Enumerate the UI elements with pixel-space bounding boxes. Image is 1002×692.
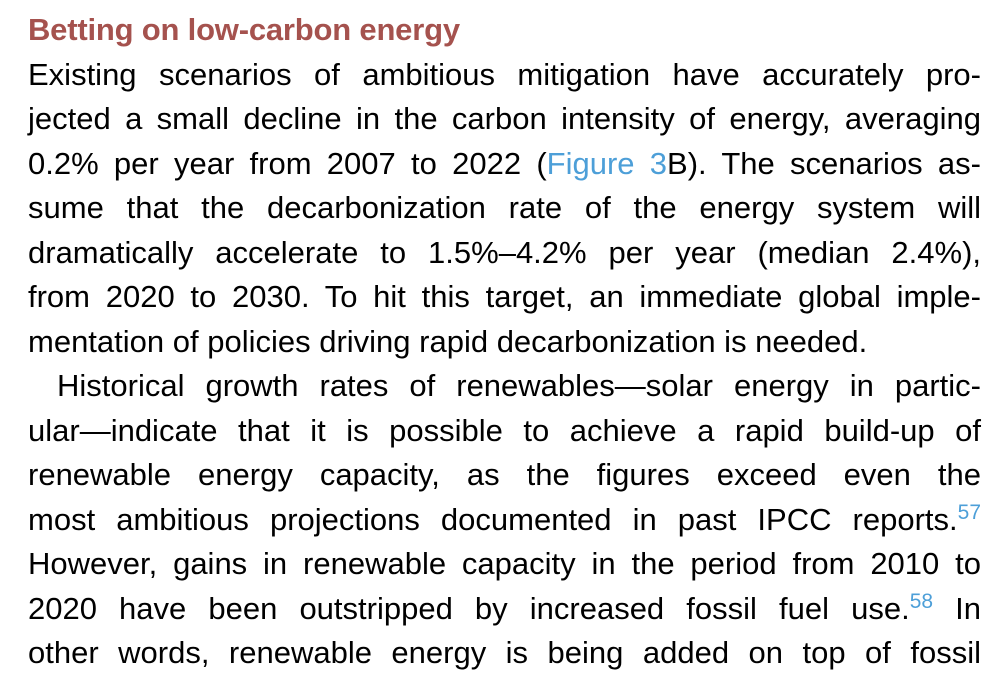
- section-heading: Betting on low-carbon energy: [28, 12, 460, 47]
- text-line-7: mentation of policies driving rapid deca…: [28, 320, 981, 365]
- body-text: renewable energy capacity, as the figure…: [28, 457, 981, 492]
- text-line-1: Existing scenarios of ambitious mitigati…: [28, 53, 981, 98]
- article-body: Existing scenarios of ambitious mitigati…: [28, 53, 981, 676]
- body-text: other words, renewable energy is being a…: [28, 635, 981, 670]
- body-text: Existing scenarios of ambitious mitigati…: [28, 56, 981, 92]
- body-text: 0.2% per year from 2007 to 2022 (: [28, 145, 547, 181]
- body-text: dramatically accelerate to 1.5%–4.2% per…: [28, 234, 981, 270]
- body-text: mentation of policies driving rapid deca…: [28, 323, 868, 359]
- text-line-10: renewable energy capacity, as the figure…: [28, 453, 981, 498]
- text-line-4: sume that the decarbonization rate of th…: [28, 186, 981, 231]
- citation-ref-58[interactable]: 58: [909, 589, 934, 613]
- body-text: sume that the decarbonization rate of th…: [28, 190, 981, 225]
- body-text: from 2020 to 2030. To hit this target, a…: [28, 279, 981, 314]
- text-line-3: 0.2% per year from 2007 to 2022 (Figure …: [28, 142, 981, 187]
- citation-ref-57[interactable]: 57: [957, 500, 981, 524]
- body-text: B). The scenarios as-: [667, 145, 981, 181]
- body-text: jected a small decline in the carbon int…: [28, 101, 981, 136]
- body-text: However, gains in renewable capacity in …: [28, 546, 981, 581]
- text-line-13: 2020 have been outstripped by increased …: [28, 587, 981, 632]
- body-text: most ambitious projections documented in…: [28, 501, 958, 537]
- text-line-11: most ambitious projections documented in…: [28, 498, 981, 543]
- text-line-12: However, gains in renewable capacity in …: [28, 542, 981, 587]
- body-text: In: [933, 590, 981, 626]
- text-line-9: ular—indicate that it is possible to ach…: [28, 409, 981, 454]
- figure-3-link[interactable]: Figure 3: [546, 145, 668, 181]
- text-line-8: Historical growth rates of renewables—so…: [28, 364, 981, 409]
- body-text: Historical growth rates of renewables—so…: [57, 368, 981, 403]
- text-line-5: dramatically accelerate to 1.5%–4.2% per…: [28, 231, 981, 276]
- text-line-14: other words, renewable energy is being a…: [28, 631, 981, 676]
- text-line-2: jected a small decline in the carbon int…: [28, 97, 981, 142]
- text-line-6: from 2020 to 2030. To hit this target, a…: [28, 275, 981, 320]
- body-text: 2020 have been outstripped by increased …: [28, 590, 910, 626]
- body-text: ular—indicate that it is possible to ach…: [28, 412, 981, 448]
